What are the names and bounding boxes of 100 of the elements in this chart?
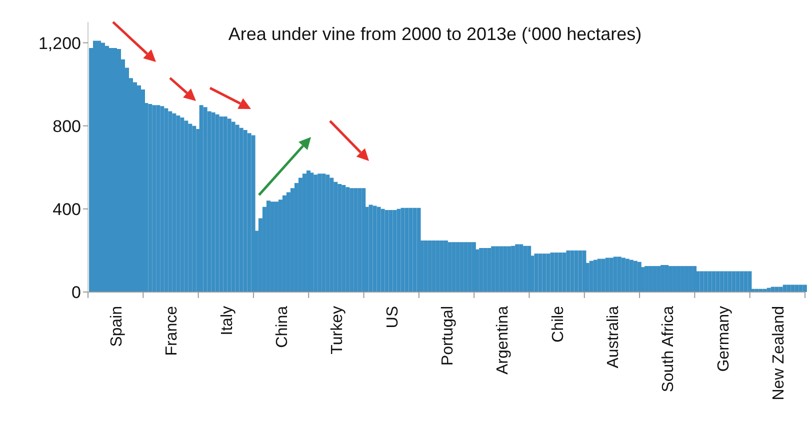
chart-title: Area under vine from 2000 to 2013e (‘000 hectares)	[227, 24, 643, 45]
bar	[372, 206, 377, 292]
bar	[350, 188, 354, 292]
x-tick-label: China	[274, 306, 292, 348]
bar	[550, 252, 554, 292]
bar	[633, 260, 638, 292]
y-tick-label: 800	[52, 116, 81, 136]
bar	[644, 266, 649, 292]
bar	[176, 115, 180, 292]
bar	[472, 242, 476, 292]
bar	[499, 246, 504, 292]
bar	[782, 284, 787, 292]
bar	[479, 248, 484, 292]
bar	[597, 258, 602, 292]
bar	[704, 271, 708, 292]
bar	[448, 242, 452, 292]
bar	[601, 258, 606, 292]
bar	[342, 185, 346, 292]
y-tick-label: 0	[72, 283, 81, 302]
bar	[148, 104, 152, 292]
bar	[574, 250, 578, 292]
bar	[625, 258, 630, 292]
bar	[223, 116, 228, 292]
bar	[235, 124, 240, 292]
bar	[164, 108, 168, 292]
bar	[400, 208, 405, 292]
bar	[672, 266, 677, 292]
bar	[440, 240, 444, 292]
bar	[358, 188, 362, 292]
bar	[724, 271, 728, 292]
bar	[444, 240, 448, 292]
x-tick-label: Spain	[108, 306, 126, 347]
x-tick-label: France	[164, 306, 181, 356]
bar	[354, 188, 358, 292]
bar	[314, 174, 318, 292]
bar	[652, 266, 657, 292]
bar	[180, 118, 184, 292]
bar	[629, 260, 634, 292]
bar	[728, 271, 732, 292]
bar	[298, 178, 302, 292]
bar	[376, 206, 381, 292]
bar	[790, 284, 795, 292]
bar	[656, 266, 661, 292]
bar	[278, 200, 282, 292]
bar	[593, 260, 598, 292]
bar	[184, 120, 188, 292]
x-tick-label: Germany	[715, 306, 732, 372]
y-tick-label: 1,200	[38, 34, 81, 53]
bar	[748, 271, 752, 292]
x-tick-label: Chile	[550, 306, 567, 342]
x-tick-label: Argentina	[494, 306, 512, 374]
bar	[609, 258, 614, 292]
bar	[546, 254, 550, 292]
bar	[188, 124, 192, 292]
bar	[436, 240, 440, 292]
bar	[487, 248, 492, 292]
bar	[491, 246, 496, 292]
bar	[380, 208, 385, 292]
bar	[664, 265, 669, 292]
bar	[334, 182, 338, 292]
bar	[306, 170, 310, 292]
bar	[680, 266, 685, 292]
bar	[412, 208, 417, 292]
bar	[428, 240, 432, 292]
x-tick-label: South Africa	[660, 306, 678, 392]
bar	[460, 242, 464, 292]
x-tick-label: Italy	[218, 306, 236, 336]
bar	[582, 250, 586, 292]
x-tick-label: Portugal	[440, 306, 456, 366]
bar	[542, 254, 546, 292]
x-tick-label: New Zealand	[770, 306, 788, 400]
bar	[720, 271, 724, 292]
bar	[452, 242, 456, 292]
bar	[192, 126, 196, 292]
bar	[483, 248, 488, 292]
bar	[617, 256, 622, 292]
bar	[794, 284, 799, 292]
bar	[736, 271, 740, 292]
bar	[802, 284, 807, 292]
x-tick-label: US	[384, 306, 402, 328]
bar	[404, 208, 409, 292]
bar	[215, 114, 220, 292]
bar	[203, 107, 208, 292]
bar	[322, 174, 326, 292]
bar	[700, 271, 704, 292]
bar	[538, 254, 542, 292]
bar	[507, 246, 512, 292]
bar	[211, 112, 216, 292]
bar	[534, 254, 538, 292]
bar	[716, 271, 720, 292]
bar	[156, 105, 160, 292]
bar	[396, 208, 401, 292]
y-tick-label: 400	[52, 200, 81, 219]
bar	[302, 174, 306, 292]
bar	[570, 250, 574, 292]
bar	[566, 250, 570, 292]
bar	[712, 271, 716, 292]
bar	[464, 242, 468, 292]
bar	[637, 262, 642, 292]
bar	[416, 208, 421, 292]
